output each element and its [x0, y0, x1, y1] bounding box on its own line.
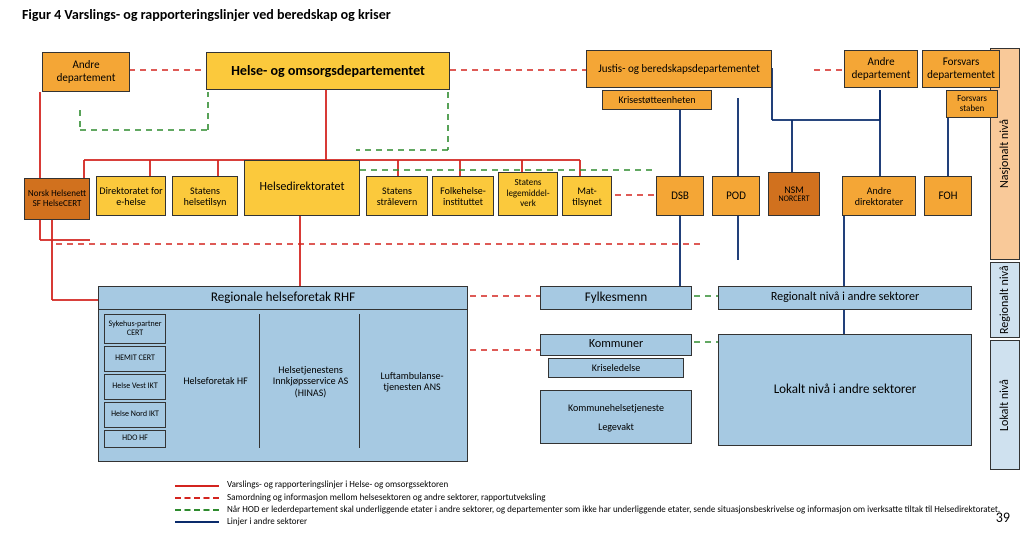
box-helsedirektoratet: Helsedirektoratet [244, 160, 360, 216]
diagram-canvas: Figur 4 Varslings- og rapporteringslinje… [0, 0, 1024, 536]
legend-line-solid-navy [175, 521, 219, 523]
box-legemiddel: Statens legemiddel-verk [498, 172, 558, 216]
box-andre-departement-right: Andre departement [844, 50, 918, 88]
box-fylkesmenn: Fylkesmenn [540, 286, 692, 310]
legend: Varslings- og rapporteringslinjer i Hels… [175, 479, 1000, 528]
legend-row-3: Når HOD er lederdepartement skal underli… [175, 504, 1000, 516]
box-statens-helsetilsyn: Statens helsetilsyn [172, 176, 238, 216]
legend-row-4: Linjer i andre sektorer [175, 516, 1000, 528]
box-dir-ehelse: Direktoratet for e-helse [96, 176, 166, 216]
box-dsb: DSB [656, 176, 704, 216]
legevakt-label: Legevakt [598, 421, 634, 433]
box-foh: FOH [924, 176, 972, 216]
sidebar-lokalt: Lokalt nivå [990, 340, 1020, 470]
box-sykehuspartner: Sykehus-partner CERT [104, 314, 166, 344]
legend-row-1: Varslings- og rapporteringslinjer i Hels… [175, 479, 1000, 491]
legend-line-solid-red [175, 485, 219, 487]
box-justis: Justis- og beredskapsdepartementet [586, 50, 772, 88]
box-helse-nord: Helse Nord IKT [104, 402, 166, 428]
box-forsvars-staben: Forsvars staben [946, 90, 998, 118]
box-kommuner: Kommuner [540, 334, 692, 356]
legend-row-2: Samordning og informasjon mellom helsese… [175, 492, 1000, 504]
box-mattilsynet: Mat-tilsynet [562, 176, 612, 216]
legend-text-3: Når HOD er lederdepartement skal underli… [227, 504, 1000, 516]
legend-text-4: Linjer i andre sektorer [227, 516, 307, 528]
box-andre-direktorater: Andre direktorater [842, 176, 916, 216]
box-folkehelse: Folkehelse-instituttet [432, 176, 494, 216]
box-forsvars-dep: Forsvars departementet [922, 50, 1000, 88]
box-lokalt-andre: Lokalt nivå i andre sektorer [718, 334, 972, 446]
box-krisestotte: Krisestøtteenheten [602, 90, 712, 110]
legend-text-1: Varslings- og rapporteringslinjer i Hels… [227, 479, 448, 491]
box-kriseledelse: Kriseledelse [548, 358, 684, 378]
box-kommunehelse: Kommunehelsetjeneste Legevakt [540, 390, 692, 444]
box-nsm: NSM NORCERT [768, 172, 820, 216]
box-luftambulanse: Luftambulanse-tjenesten ANS [362, 314, 462, 448]
legend-text-2: Samordning og informasjon mellom helsese… [227, 492, 545, 504]
figure-title: Figur 4 Varslings- og rapporteringslinje… [22, 6, 391, 23]
box-helse-vest: Helse Vest IKT [104, 374, 166, 400]
box-rhf-header: Regionale helseforetak RHF [98, 286, 468, 310]
box-norsk-helsenett: Norsk Helsenett SF HelseCERT [24, 178, 90, 220]
box-helseforetak: Helseforetak HF [172, 314, 260, 448]
box-hdo: HDO HF [104, 430, 166, 448]
norcert-label: NORCERT [778, 195, 809, 204]
page-number: 39 [996, 509, 1010, 526]
box-hemit: HEMIT CERT [104, 346, 166, 372]
legend-line-dashed-green [175, 509, 219, 511]
sidebar-regionalt: Regionalt nivå [990, 262, 1020, 338]
box-stralevern: Statens strålevern [366, 176, 428, 216]
box-hinas: Helsetjenestens Innkjøpsservice AS (HINA… [262, 314, 360, 448]
box-andre-departement-left: Andre departement [42, 52, 130, 92]
box-hod: Helse- og omsorgsdepartementet [206, 52, 450, 90]
kommunehelse-label: Kommunehelsetjeneste [568, 402, 664, 414]
legend-line-dashed-red [175, 497, 219, 499]
box-pod: POD [712, 176, 760, 216]
box-regionalt-andre: Regionalt nivå i andre sektorer [718, 286, 972, 310]
